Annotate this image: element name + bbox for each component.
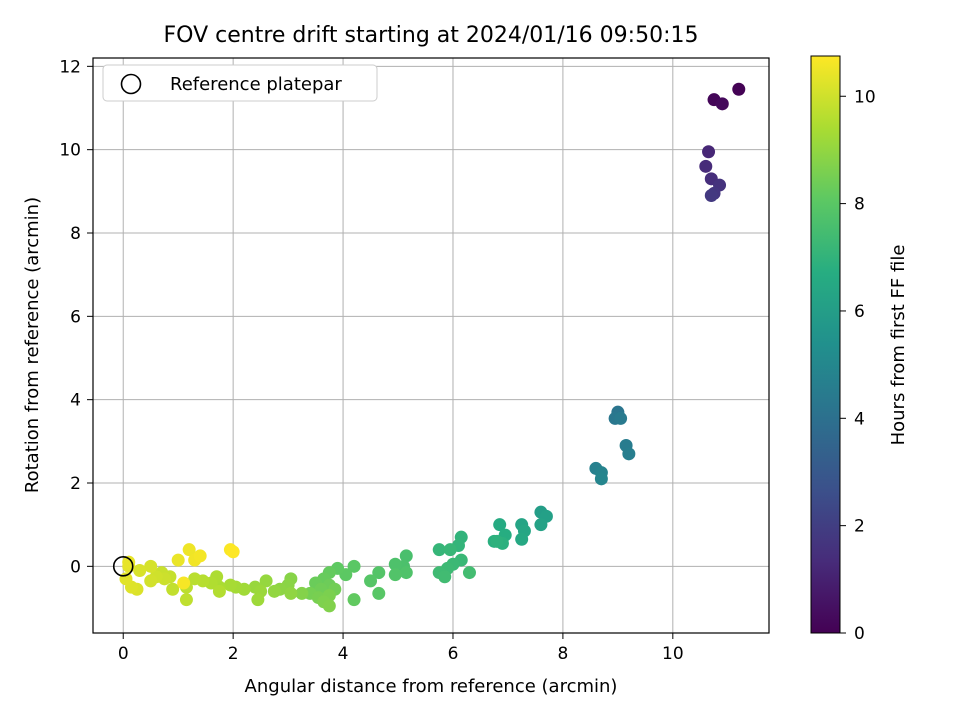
scatter-point (438, 570, 452, 584)
scatter-point (388, 568, 402, 582)
scatter-point (212, 584, 226, 598)
scatter-point (493, 518, 507, 532)
scatter-point (704, 189, 718, 202)
x-axis-label: Angular distance from reference (arcmin) (245, 676, 618, 697)
grid-lines (93, 58, 769, 633)
scatter-point (188, 572, 202, 586)
legend-marker-reference (120, 73, 142, 95)
y-tick-label: 0 (70, 557, 81, 577)
scatter-point (179, 593, 193, 607)
scatter-point (251, 593, 265, 607)
colorbar-tick-label: 10 (854, 87, 876, 107)
plot-frame (92, 57, 770, 634)
scatter-point (443, 543, 457, 557)
scatter-point (614, 411, 628, 425)
legend: Reference platepar (102, 64, 378, 102)
y-tick-label: 4 (70, 391, 81, 411)
scatter-point (432, 543, 446, 557)
colorbar-gradient (810, 55, 841, 634)
x-tick-label: 0 (118, 644, 129, 664)
scatter-point (226, 545, 240, 559)
colorbar-tick-label: 4 (854, 409, 865, 429)
scatter-point (347, 559, 361, 573)
y-tick-label: 12 (59, 57, 81, 77)
scatter-point (144, 559, 158, 573)
axes: 0 2 4 6 8 10 0 2 4 6 8 10 12 (59, 57, 770, 664)
scatter-point (364, 574, 378, 588)
scatter-point (715, 97, 729, 111)
legend-box (102, 64, 378, 102)
scatter-point (702, 145, 716, 159)
scatter-point (347, 593, 361, 607)
scatter-point (699, 159, 713, 173)
x-tick-label: 8 (557, 644, 568, 664)
scatter-point (182, 543, 196, 557)
scatter-point (144, 574, 158, 588)
scatter-point (322, 599, 336, 613)
x-tick-label: 10 (662, 644, 684, 664)
scatter-point (732, 82, 746, 96)
scatter-point (259, 574, 273, 588)
scatter-point (295, 586, 309, 600)
y-axis-label: Rotation from reference (arcmin) (22, 197, 43, 493)
scatter-point (177, 576, 191, 590)
scatter-point (193, 549, 207, 563)
colorbar-tick-label: 0 (854, 624, 865, 644)
y-tick-label: 10 (59, 141, 81, 161)
scatter-point (399, 566, 413, 580)
colorbar-label: Hours from first FF file (888, 245, 909, 446)
y-tick-label: 6 (70, 307, 81, 327)
scatter-point (223, 578, 237, 592)
scatter-point (534, 518, 548, 532)
scatter-points (112, 82, 746, 613)
scatter-point (490, 534, 504, 548)
colorbar: 0 2 4 6 8 10 (810, 55, 876, 644)
y-tick-label: 8 (70, 224, 81, 244)
scatter-point (462, 566, 476, 580)
x-tick-label: 4 (338, 644, 349, 664)
scatter-point (594, 472, 608, 486)
scatter-point (372, 586, 386, 600)
scatter-point (515, 532, 529, 546)
scatter-point (622, 447, 636, 461)
scatter-point (399, 549, 413, 563)
colorbar-tick-label: 6 (854, 302, 865, 322)
legend-entry-reference: Reference platepar (170, 74, 342, 95)
y-tick-label: 2 (70, 474, 81, 494)
chart-title: FOV centre drift starting at 2024/01/16 … (164, 23, 699, 48)
x-tick-label: 6 (448, 644, 459, 664)
colorbar-tick-label: 8 (854, 195, 865, 215)
scatter-point (388, 557, 402, 571)
scatter-point (166, 582, 180, 596)
scatter-point (267, 584, 281, 598)
scatter-point (372, 566, 386, 580)
x-tick-label: 2 (228, 644, 239, 664)
reference-platepar-marker (112, 556, 134, 577)
colorbar-tick-label: 2 (854, 517, 865, 537)
scatter-point (171, 553, 185, 567)
scatter-point (119, 572, 133, 586)
scatter-point (133, 564, 147, 577)
scatter-point (284, 586, 298, 600)
